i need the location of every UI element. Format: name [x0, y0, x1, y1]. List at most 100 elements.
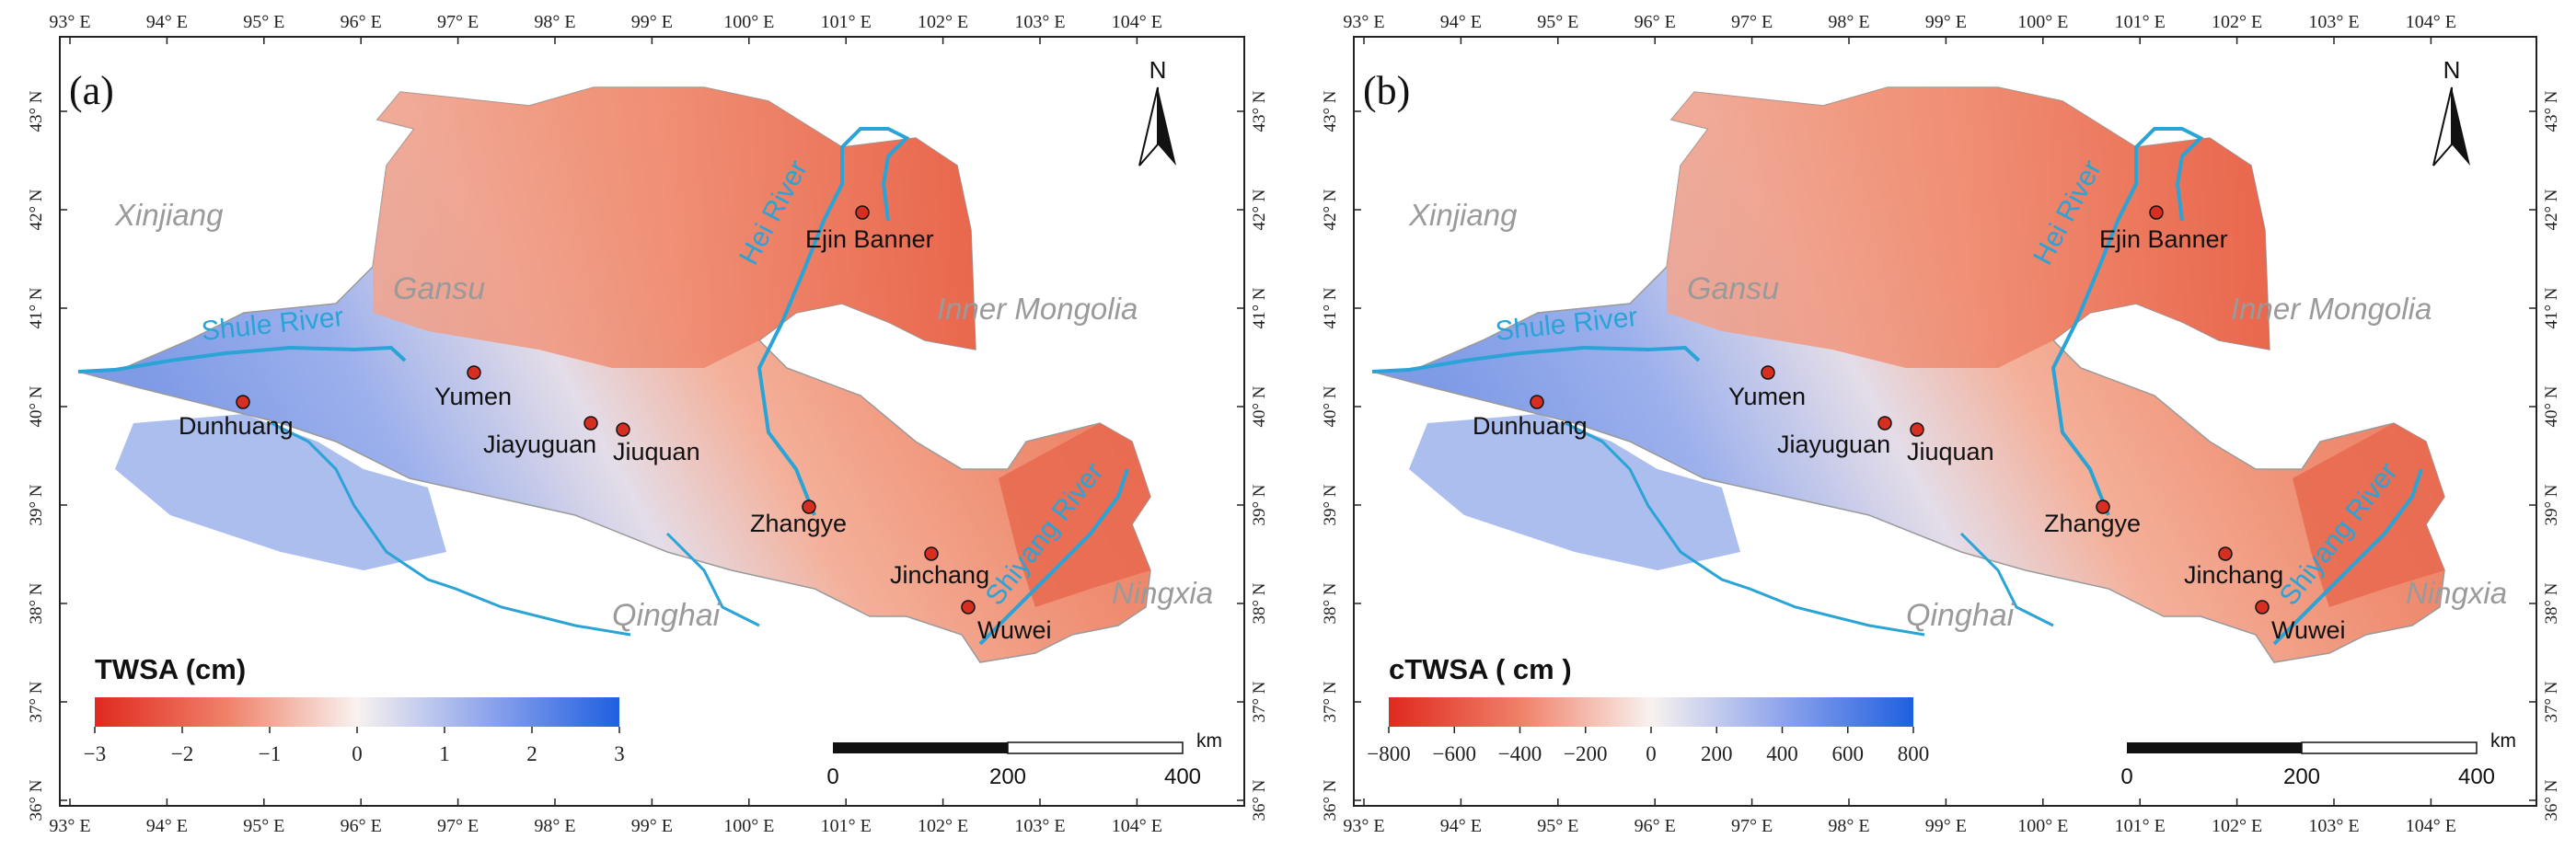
region-ningxia: Ningxia — [2406, 576, 2507, 610]
colorbar-tick-label: 0 — [1646, 742, 1657, 765]
lon-tick-label-top: 99° E — [1925, 12, 1967, 32]
city-label-dunhuang: Dunhuang — [179, 412, 294, 440]
legend-title: cTWSA ( cm ) — [1389, 653, 1572, 685]
lat-tick-label-right: 38° N — [1250, 582, 1269, 624]
lon-tick-label-top: 93° E — [49, 12, 90, 32]
city-label-jinchang: Jinchang — [890, 561, 989, 589]
scalebar-unit: km — [1196, 730, 1222, 752]
city-marker-dunhuang — [236, 395, 250, 409]
western-surplus — [1409, 414, 1740, 570]
colorbar-tick-label: 1 — [439, 742, 450, 765]
lon-tick-label-top: 93° E — [1343, 12, 1384, 32]
lat-tick-label-right: 41° N — [1250, 287, 1269, 328]
region-qinghai: Qinghai — [612, 598, 722, 633]
lat-tick-label-right: 37° N — [2542, 681, 2561, 722]
colorbar-tick-label: −2 — [171, 742, 193, 765]
lat-tick-label-left: 36° N — [27, 779, 46, 821]
lat-tick-label-left: 41° N — [27, 287, 46, 328]
colorbar-tick-label: 600 — [1832, 742, 1865, 765]
lon-tick-label-bottom: 102° E — [2212, 816, 2262, 836]
lat-tick-label-left: 40° N — [1321, 385, 1340, 427]
lon-tick-label-top: 97° E — [437, 12, 479, 32]
lon-tick-label-bottom: 94° E — [1440, 816, 1482, 836]
city-marker-zhangye — [802, 500, 816, 514]
lat-tick-label-left: 43° N — [1321, 90, 1340, 132]
city-marker-yumen — [467, 365, 481, 380]
scalebar-tick: 400 — [2458, 764, 2495, 789]
colorbar-tick-label: 3 — [614, 742, 625, 765]
lon-tick-label-bottom: 95° E — [243, 816, 284, 836]
colorbar-tick-label: −600 — [1433, 742, 1476, 765]
north-arrow: N — [2432, 56, 2470, 167]
lon-tick-label-top: 95° E — [1537, 12, 1578, 32]
lon-tick-label-top: 98° E — [1828, 12, 1869, 32]
lon-tick-label-bottom: 99° E — [1925, 816, 1967, 836]
colorbar-tick-label: −3 — [84, 742, 106, 765]
city-label-ejin: Ejin Banner — [2099, 225, 2228, 253]
lat-tick-label-left: 39° N — [27, 484, 46, 525]
lon-tick-label-top: 94° E — [146, 12, 188, 32]
city-label-wuwei: Wuwei — [2271, 616, 2346, 644]
north-arrow-right — [2452, 87, 2470, 166]
colorbar-tick-label: −200 — [1564, 742, 1607, 765]
scalebar: 0 200 400 km — [2120, 730, 2516, 789]
river-hei — [757, 127, 910, 516]
scalebar-tick: 0 — [826, 764, 838, 789]
lat-tick-label-left: 36° N — [1321, 779, 1340, 821]
city-label-jiuquan: Jiuquan — [613, 438, 700, 465]
river-shiyang — [2272, 468, 2423, 646]
lon-tick-label-top: 100° E — [723, 12, 774, 32]
river-branch — [665, 532, 760, 627]
lon-tick-label-top: 101° E — [821, 12, 872, 32]
lon-tick-label-bottom: 100° E — [723, 816, 774, 836]
region-qinghai: Qinghai — [1906, 598, 2016, 633]
north-arrow-letter: N — [1149, 56, 1167, 84]
lon-tick-label-bottom: 103° E — [2308, 816, 2359, 836]
lon-tick-label-top: 102° E — [2212, 12, 2262, 32]
region-xinjiang: Xinjiang — [114, 198, 224, 232]
lon-tick-label-top: 96° E — [1635, 12, 1676, 32]
lon-tick-label-bottom: 102° E — [918, 816, 968, 836]
region-xinjiang: Xinjiang — [1408, 198, 1518, 232]
lat-tick-label-left: 42° N — [27, 189, 46, 230]
lon-tick-label-top: 104° E — [2406, 12, 2456, 32]
lon-tick-label-top: 97° E — [1731, 12, 1773, 32]
city-marker-yumen — [1761, 365, 1775, 380]
colorbar-tick-label: −800 — [1367, 742, 1410, 765]
colorbar-tick-label: −1 — [259, 742, 281, 765]
lon-tick-label-top: 95° E — [243, 12, 284, 32]
panel-a: 93° E 93° E 94° E 94° E 95° E 95° E 96° E 96° E… — [27, 12, 1269, 836]
map-area — [77, 86, 1151, 663]
lon-tick-label-bottom: 97° E — [1731, 816, 1773, 836]
colorbar-tick-label: 400 — [1766, 742, 1798, 765]
lon-tick-label-bottom: 97° E — [437, 816, 479, 836]
lat-tick-label-right: 42° N — [2542, 189, 2561, 230]
lon-tick-label-bottom: 98° E — [534, 816, 575, 836]
lat-tick-label-right: 36° N — [1250, 779, 1269, 821]
lon-tick-label-bottom: 100° E — [2017, 816, 2068, 836]
city-marker-ejin — [855, 205, 870, 220]
lat-tick-label-right: 41° N — [2542, 287, 2561, 328]
map-area — [1371, 86, 2445, 663]
north-arrow-right — [1158, 87, 1176, 166]
region-inner-mongolia: Inner Mongolia — [2231, 292, 2432, 326]
lat-tick-label-left: 38° N — [1321, 582, 1340, 624]
lat-tick-label-right: 40° N — [1250, 385, 1269, 427]
western-surplus — [115, 414, 446, 570]
lon-tick-label-top: 101° E — [2115, 12, 2166, 32]
scalebar-white — [2301, 741, 2478, 754]
lon-tick-label-bottom: 103° E — [1014, 816, 1065, 836]
colorbar-ticks: −3 −2 −1 0 1 2 3 — [84, 727, 625, 765]
region-gansu: Gansu — [393, 271, 485, 306]
city-label-zhangye: Zhangye — [2044, 510, 2141, 537]
panel-label: (b) — [1363, 68, 1410, 113]
lat-tick-label-right: 39° N — [1250, 484, 1269, 525]
northern-anomaly — [1667, 87, 2270, 368]
lon-tick-label-bottom: 93° E — [49, 816, 90, 836]
colorbar-ticks: −800 −600 −400 −200 0 200 400 600 800 — [1367, 727, 1929, 765]
graticule-ticks: 93° E 93° E 94° E 94° E 95° E 95° E 96° E 96° E… — [27, 12, 1269, 836]
lon-tick-label-bottom: 101° E — [2115, 816, 2166, 836]
lat-tick-label-right: 42° N — [1250, 189, 1269, 230]
lon-tick-label-bottom: 104° E — [1112, 816, 1162, 836]
